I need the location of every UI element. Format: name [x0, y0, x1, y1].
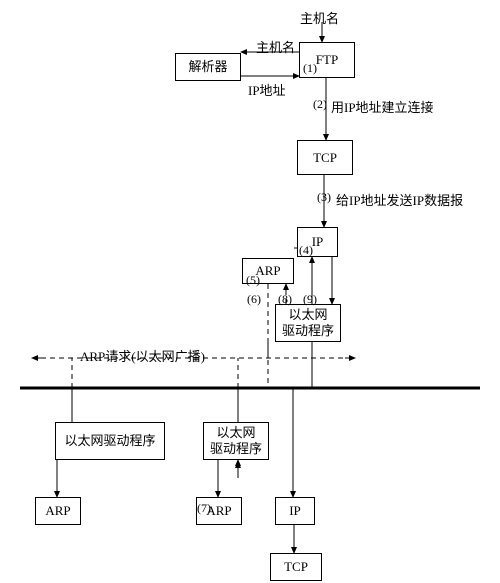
label-ip_addr: IP地址	[248, 80, 286, 99]
step-n5: (5)	[246, 273, 260, 288]
box-arp_left: ARP	[35, 497, 81, 525]
box-tcp: TCP	[297, 140, 353, 175]
label-host_top: 主机名	[300, 8, 339, 27]
label-arp_req: ARP请求(以太网广播)	[80, 346, 205, 365]
label-l3: 给IP地址发送IP数据报	[336, 190, 463, 209]
step-n3: (3)	[317, 190, 331, 205]
box-drv_left: 以太网驱动程序	[55, 422, 165, 460]
label-host_left: 主机名	[256, 37, 295, 56]
box-resolver: 解析器	[175, 53, 241, 81]
label-l2: 用IP地址建立连接	[331, 97, 434, 116]
box-ip_bot: IP	[275, 497, 315, 525]
step-n2: (2)	[313, 97, 327, 112]
step-n6: (6)	[247, 292, 261, 307]
step-n8: (8)	[278, 292, 292, 307]
step-n9: (9)	[303, 292, 317, 307]
box-drv_top: 以太网驱动程序	[275, 304, 341, 342]
box-drv_mid: 以太网驱动程序	[203, 422, 269, 460]
step-n7: (7)	[197, 501, 211, 516]
box-tcp_bot: TCP	[270, 553, 322, 581]
step-n4: (4)	[299, 243, 313, 258]
step-n1: (1)	[303, 61, 317, 76]
